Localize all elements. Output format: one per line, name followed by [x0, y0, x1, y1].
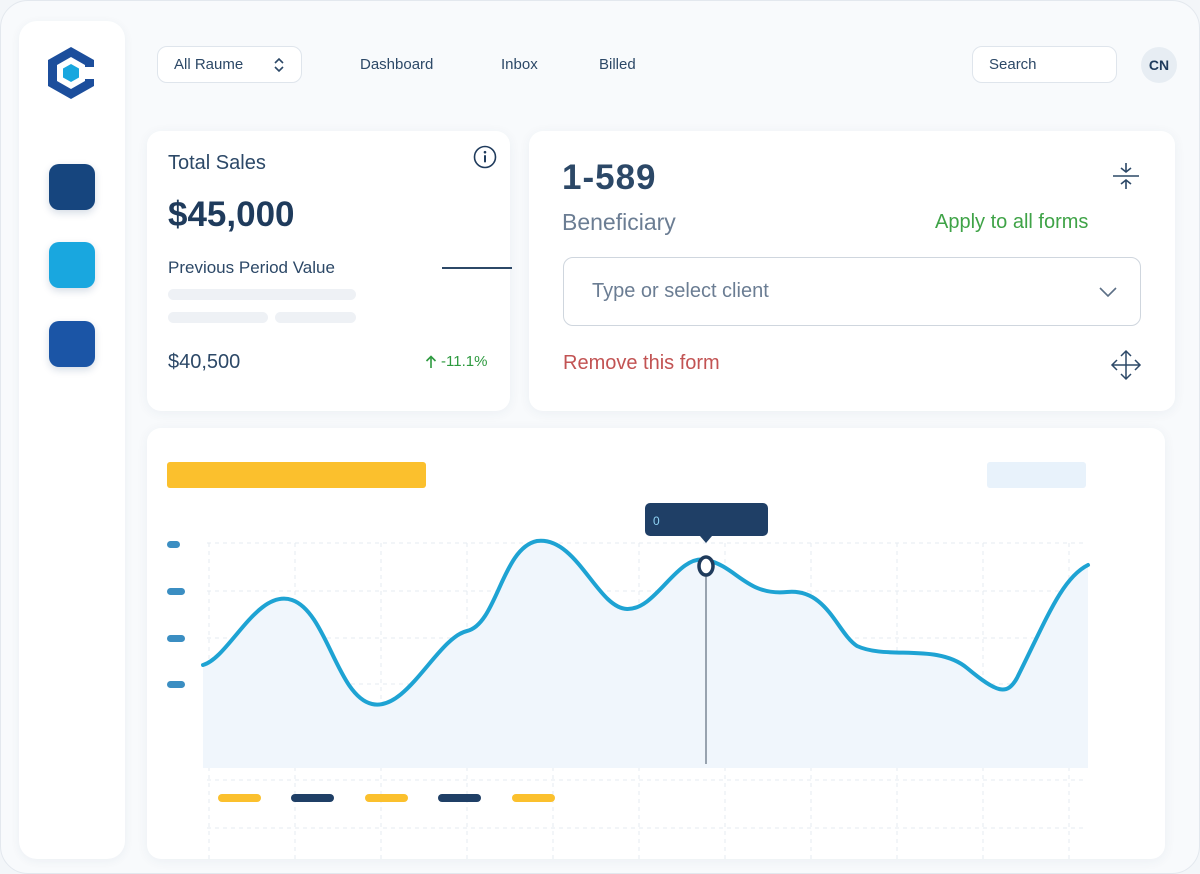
sales-value: $45,000 — [168, 195, 295, 234]
y-tick-mark — [167, 588, 185, 595]
workspace-select-value: All Raume — [174, 56, 244, 73]
previous-period-label: Previous Period Value — [168, 258, 335, 277]
info-icon[interactable] — [473, 145, 497, 169]
skeleton-line — [168, 289, 356, 300]
sales-title: Total Sales — [168, 152, 266, 174]
legend-item[interactable] — [438, 794, 481, 802]
sidebar-button-3[interactable] — [49, 321, 95, 367]
beneficiary-label: Beneficiary — [562, 209, 676, 235]
legend-item[interactable] — [218, 794, 261, 802]
y-tick-mark — [167, 541, 180, 548]
sidebar-button-1[interactable] — [49, 164, 95, 210]
legend-item[interactable] — [512, 794, 555, 802]
remove-form-link[interactable]: Remove this form — [563, 352, 720, 374]
series-area — [203, 540, 1088, 768]
move-arrows-icon[interactable] — [1109, 348, 1143, 382]
compress-icon[interactable] — [1111, 161, 1141, 191]
legend-item[interactable] — [365, 794, 408, 802]
chevron-up-down-icon — [274, 57, 284, 73]
sidebar — [19, 21, 125, 859]
chart-title-placeholder — [167, 462, 426, 488]
skeleton-line — [275, 312, 356, 323]
nav-inbox[interactable]: Inbox — [501, 56, 538, 73]
client-select-placeholder: Type or select client — [592, 280, 769, 302]
sidebar-button-2[interactable] — [49, 242, 95, 288]
chevron-down-icon — [1099, 287, 1117, 298]
delta-value: -11.1% — [441, 353, 488, 370]
line-chart: 0 — [167, 462, 1090, 859]
nav-billed[interactable]: Billed — [599, 56, 636, 73]
beneficiary-number: 1-589 — [562, 158, 657, 197]
workspace-select[interactable]: All Raume — [157, 46, 302, 83]
delta-badge: -11.1% — [425, 353, 487, 370]
tooltip-value: 0 — [653, 514, 660, 528]
search-placeholder: Search — [989, 56, 1037, 73]
total-sales-card: Total Sales $45,000 Previous Period Valu… — [147, 131, 510, 411]
previous-period-value: $40,500 — [168, 351, 241, 373]
beneficiary-card: 1-589 Beneficiary Apply to all forms Typ… — [529, 131, 1175, 411]
app-logo-icon[interactable] — [43, 45, 99, 101]
chart-card: 0 — [147, 428, 1165, 859]
y-tick-mark — [167, 681, 185, 688]
client-select[interactable]: Type or select client — [563, 257, 1141, 326]
chart-tooltip: 0 — [645, 503, 768, 543]
nav-dashboard[interactable]: Dashboard — [360, 56, 434, 73]
avatar[interactable]: CN — [1141, 47, 1177, 83]
legend-item[interactable] — [291, 794, 334, 802]
arrow-up-icon — [425, 354, 437, 368]
hover-point[interactable] — [697, 555, 715, 577]
search-input[interactable]: Search — [972, 46, 1117, 83]
y-tick-mark — [167, 635, 185, 642]
apply-to-all-link[interactable]: Apply to all forms — [935, 211, 1089, 233]
skeleton-line — [168, 312, 268, 323]
series-line — [201, 538, 1090, 707]
connector-line — [442, 267, 512, 269]
chart-filter-placeholder[interactable] — [987, 462, 1086, 488]
